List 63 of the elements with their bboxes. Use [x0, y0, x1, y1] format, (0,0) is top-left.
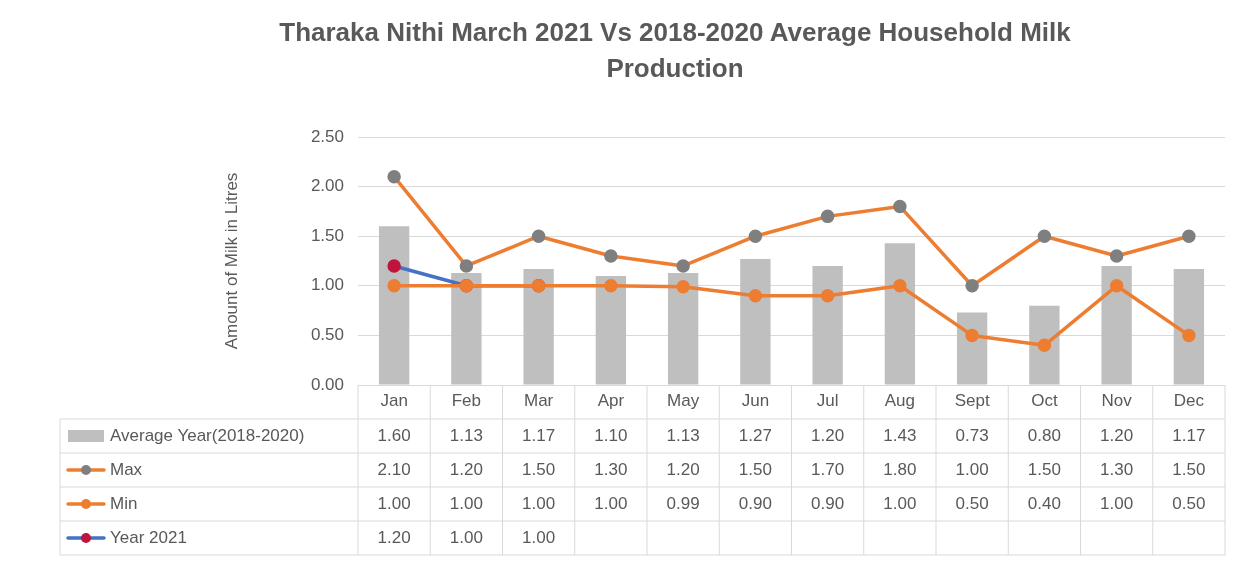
data-label: 1.00: [449, 493, 483, 513]
data-label: 0.90: [811, 493, 845, 513]
data-label: 1.50: [738, 459, 772, 479]
x-tick-label: Jul: [816, 390, 839, 410]
chart-title: Tharaka Nithi March 2021 Vs 2018-2020 Average Household Milk Production: [278, 16, 1072, 85]
data-label: 1.43: [883, 425, 917, 445]
data-label: 1.20: [377, 527, 411, 547]
data-label: 0.50: [1172, 493, 1206, 513]
data-label: 1.20: [1100, 425, 1134, 445]
data-label: 0.73: [955, 425, 989, 445]
data-label: 2.10: [377, 459, 411, 479]
data-label: 1.27: [738, 425, 772, 445]
data-label: 1.50: [1027, 459, 1061, 479]
data-label: 1.00: [883, 493, 917, 513]
x-tick-label: May: [667, 390, 700, 410]
y-tick-label: 0.00: [310, 374, 344, 394]
legend-label: Max: [110, 459, 143, 479]
data-label: 1.17: [522, 425, 556, 445]
x-tick-label: Sept: [954, 390, 990, 410]
data-label: 1.13: [666, 425, 700, 445]
data-label: 1.17: [1172, 425, 1206, 445]
data-label: 1.00: [955, 459, 989, 479]
data-label: 0.99: [666, 493, 700, 513]
x-tick-label: Dec: [1173, 390, 1205, 410]
data-label: 1.00: [522, 493, 556, 513]
data-label: 1.00: [594, 493, 628, 513]
y-tick-label: 0.50: [310, 325, 344, 345]
data-label: 1.00: [522, 527, 556, 547]
data-label: 0.80: [1027, 425, 1061, 445]
data-label: 1.70: [811, 459, 845, 479]
x-tick-label: Mar: [523, 390, 554, 410]
data-label: 1.00: [1100, 493, 1134, 513]
x-tick-label: Apr: [597, 390, 625, 410]
data-label: 0.40: [1027, 493, 1061, 513]
data-label: 1.30: [594, 459, 628, 479]
x-tick-label: Feb: [451, 390, 482, 410]
data-label: 1.20: [449, 459, 483, 479]
y-tick-label: 1.50: [310, 225, 344, 245]
data-label: 1.10: [594, 425, 628, 445]
y-tick-label: 2.50: [310, 126, 344, 146]
x-tick-label: Jan: [380, 390, 408, 410]
data-label: 1.60: [377, 425, 411, 445]
data-label: 1.80: [883, 459, 917, 479]
data-label: 0.90: [738, 493, 772, 513]
x-tick-label: Jun: [741, 390, 770, 410]
legend-label: Average Year(2018-2020): [110, 425, 305, 445]
data-label: 0.50: [955, 493, 989, 513]
x-tick-label: Nov: [1101, 390, 1133, 410]
data-label: 1.50: [1172, 459, 1206, 479]
data-label: 1.30: [1100, 459, 1134, 479]
data-label: 1.20: [811, 425, 845, 445]
legend-label: Min: [110, 493, 138, 513]
y-axis-title: Amount of Milk in Litres: [221, 172, 241, 350]
y-tick-label: 2.00: [310, 176, 344, 196]
data-label: 1.13: [449, 425, 483, 445]
data-label: 1.00: [377, 493, 411, 513]
data-label: 1.00: [449, 527, 483, 547]
data-label: 1.50: [522, 459, 556, 479]
legend-label: Year 2021: [110, 527, 187, 547]
data-label: 1.20: [666, 459, 700, 479]
x-tick-label: Oct: [1031, 390, 1058, 410]
x-tick-label: Aug: [884, 390, 915, 410]
y-tick-label: 1.00: [310, 275, 344, 295]
